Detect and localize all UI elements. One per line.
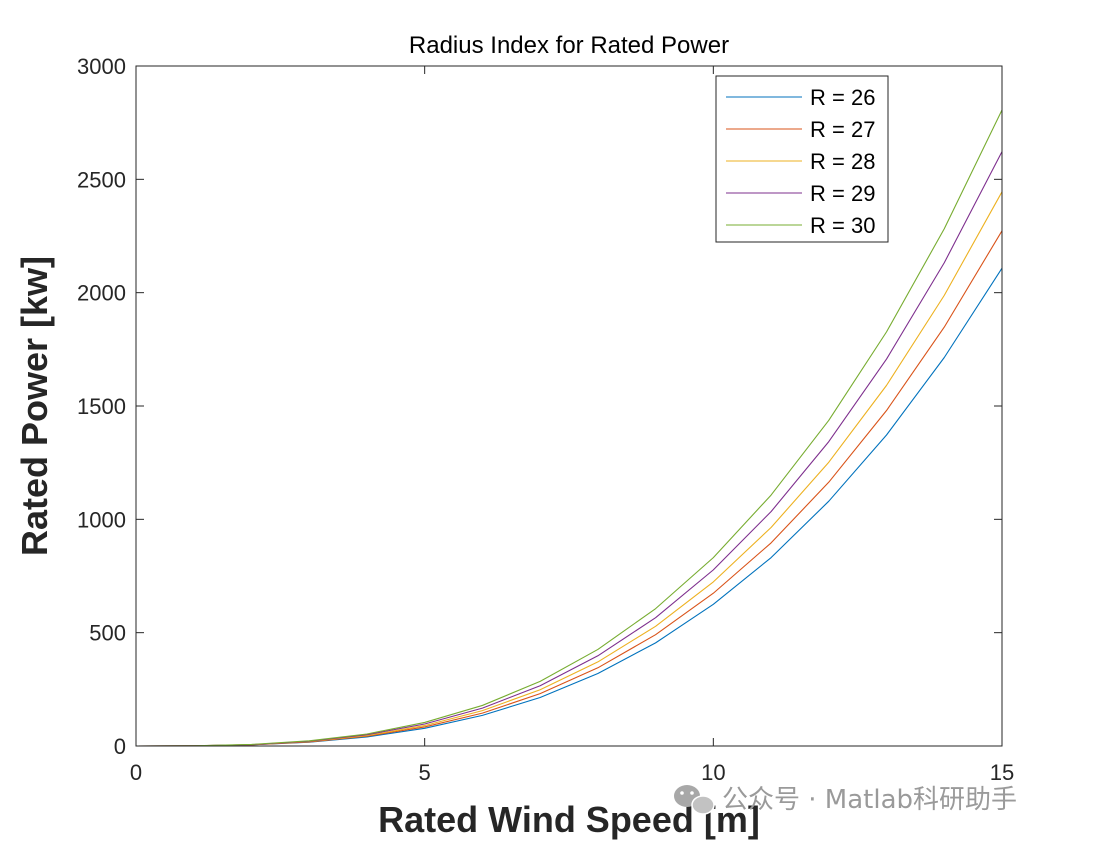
watermark-text: 公众号 · Matlab科研助手 xyxy=(722,785,1017,815)
x-tick-label: 0 xyxy=(130,760,142,785)
y-tick-label: 0 xyxy=(114,734,126,759)
y-tick-label: 1000 xyxy=(77,507,126,532)
y-tick-label: 2000 xyxy=(77,281,126,306)
x-tick-label: 5 xyxy=(419,760,431,785)
wechat-icon xyxy=(674,785,715,815)
legend: R = 26 R = 27 R = 28 R = 29 R = 30 xyxy=(715,75,889,243)
y-tick-label: 3000 xyxy=(77,54,126,79)
legend-label-3: R = 28 xyxy=(810,149,875,174)
x-tick-label: 10 xyxy=(701,760,725,785)
watermark: 公众号 · Matlab科研助手 xyxy=(674,785,1017,815)
legend-label-4: R = 29 xyxy=(810,181,875,206)
y-tick-label: 1500 xyxy=(77,394,126,419)
legend-label-2: R = 27 xyxy=(810,117,875,142)
legend-box xyxy=(715,75,889,243)
legend-label-5: R = 30 xyxy=(810,213,875,238)
chart-title: Radius Index for Rated Power xyxy=(409,32,729,59)
legend-entries: R = 26 R = 27 R = 28 R = 29 R = 30 xyxy=(726,85,875,238)
series-lines xyxy=(135,109,1003,747)
y-tick-label: 500 xyxy=(89,621,126,646)
y-tick-label: 2500 xyxy=(77,167,126,192)
series-line-5 xyxy=(135,109,1003,747)
y-axis-label: Rated Power [kw] xyxy=(14,256,55,556)
axis-ticks: 0 5 10 15 0 500 1000 1500 2000 2500 3000 xyxy=(77,54,1014,785)
x-tick-label: 15 xyxy=(990,760,1014,785)
legend-label-1: R = 26 xyxy=(810,85,875,110)
